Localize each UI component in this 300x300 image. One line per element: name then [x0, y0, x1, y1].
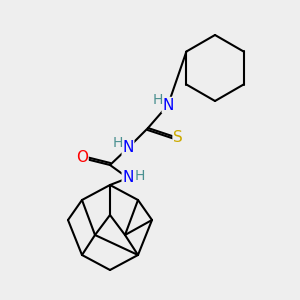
Text: N: N — [122, 170, 134, 185]
Text: H: H — [113, 136, 123, 150]
Text: O: O — [76, 151, 88, 166]
Text: H: H — [135, 169, 145, 183]
Text: H: H — [153, 93, 163, 107]
Text: N: N — [162, 98, 174, 112]
Text: N: N — [122, 140, 134, 155]
Text: S: S — [173, 130, 183, 146]
